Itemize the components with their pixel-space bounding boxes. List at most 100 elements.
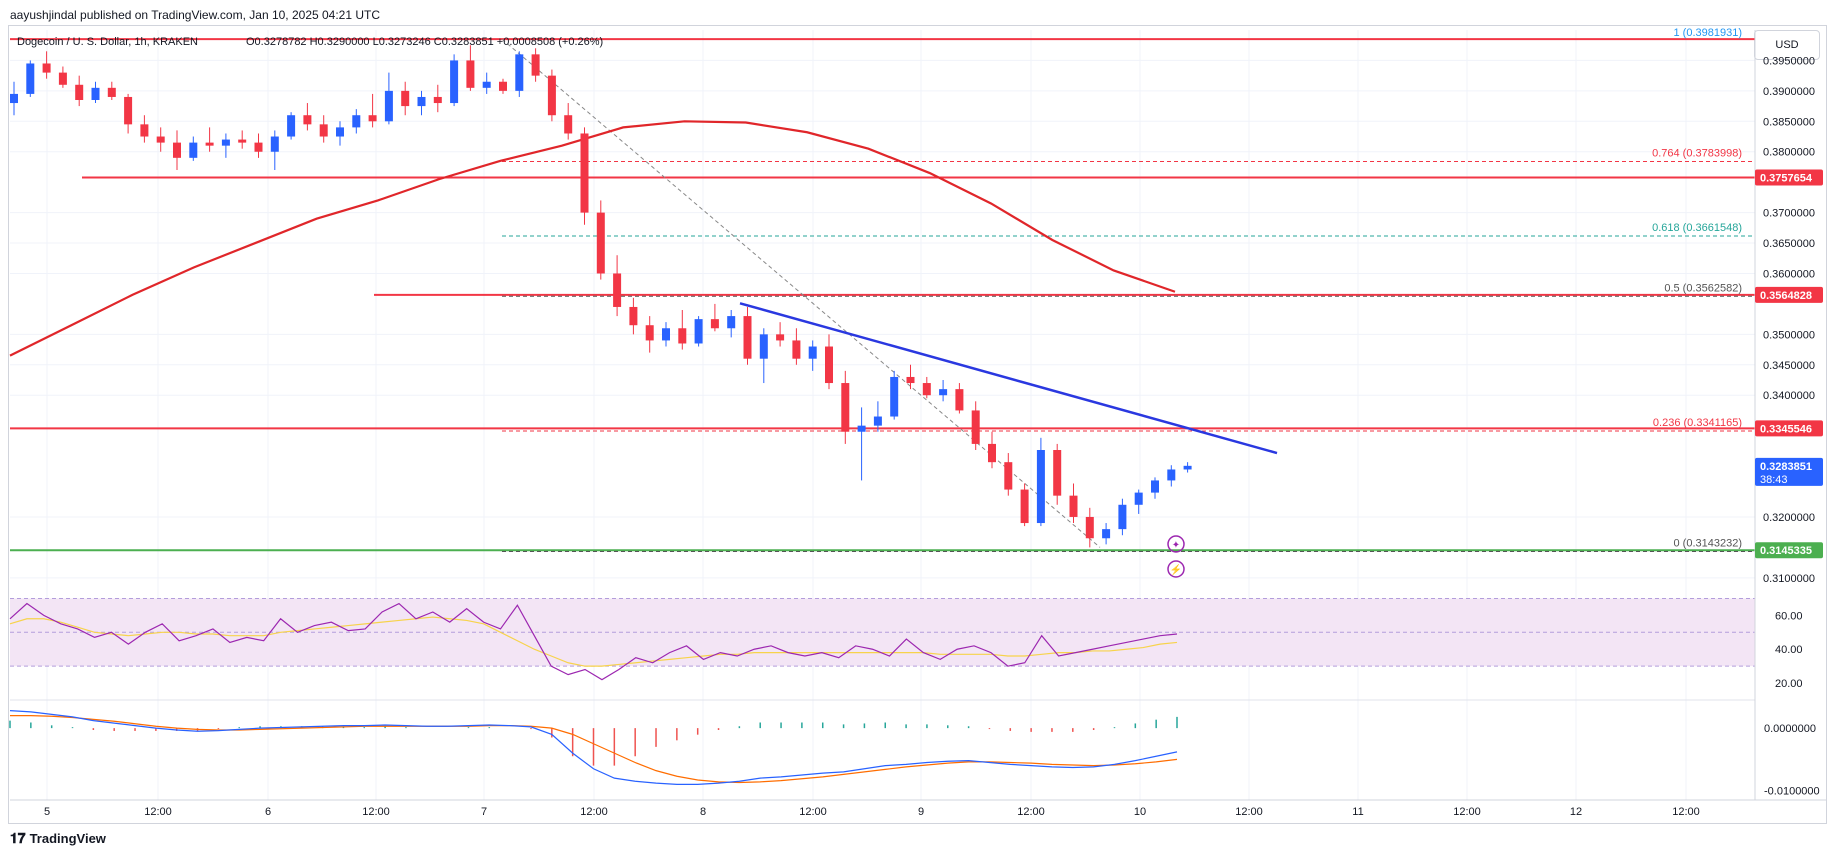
time-tick: 12:00: [1017, 806, 1045, 818]
candle-body: [91, 87, 100, 100]
candle-body: [270, 136, 279, 152]
candle-body: [254, 142, 263, 152]
candles: [10, 45, 1192, 548]
rsi-tick: 40.00: [1775, 644, 1803, 656]
candle-body: [1118, 504, 1127, 530]
time-tick: 12:00: [1672, 806, 1700, 818]
candle-body: [1020, 489, 1029, 524]
candle-body: [825, 346, 833, 384]
price-tick: 0.3800000: [1763, 147, 1815, 159]
time-tick: 12:00: [144, 806, 172, 818]
candle-body: [988, 443, 996, 463]
trendline[interactable]: [739, 302, 1278, 455]
fib-label: 0.5 (0.3562582): [1664, 282, 1742, 294]
candle-body: [58, 72, 67, 85]
time-tick: 8: [700, 806, 706, 818]
candle-body: [10, 93, 18, 104]
tradingview-brand[interactable]: 𝟏𝟕 TradingView: [10, 830, 106, 847]
candle-body: [808, 346, 817, 359]
candle-body: [499, 81, 507, 91]
time-tick: 9: [918, 806, 924, 818]
svg-text:⚡: ⚡: [1170, 563, 1182, 576]
symbol-title: Dogecoin / U. S. Dollar, 1h, KRAKEN: [17, 36, 198, 48]
candle-body: [759, 334, 768, 359]
candle-body: [678, 328, 687, 344]
candle-body: [173, 142, 181, 158]
candle-body: [743, 316, 752, 359]
chart-frame: [8, 25, 1827, 824]
sparkle-icon[interactable]: ✦: [1167, 535, 1185, 553]
candle-body: [613, 273, 622, 307]
price-tick: 0.3450000: [1763, 360, 1815, 372]
candle-body: [1134, 492, 1143, 505]
price-tick: 0.3200000: [1763, 512, 1815, 524]
fib-label: 0 (0.3143232): [1674, 538, 1743, 550]
candle-body: [450, 60, 459, 104]
candle-body: [319, 124, 328, 137]
time-tick: 12:00: [799, 806, 827, 818]
time-tick: 12:00: [1453, 806, 1481, 818]
candle-body: [156, 136, 165, 143]
candle-body: [221, 139, 230, 146]
candle-body: [368, 115, 377, 122]
svg-text:✦: ✦: [1172, 540, 1180, 551]
price-axis: 0.3950000 0.3900000 0.3850000 0.3800000 0.37…: [1754, 30, 1823, 800]
candle-body: [906, 376, 915, 384]
rsi-line: [9, 602, 1178, 681]
candle-body: [1004, 462, 1013, 490]
candle-body: [890, 376, 899, 417]
price-tag: 0.3564828: [1760, 290, 1812, 302]
time-tick: 12:00: [580, 806, 608, 818]
macd-pane: [9, 710, 1178, 785]
candle-body: [792, 340, 801, 359]
price-tick: 0.3900000: [1763, 86, 1815, 98]
candle-body: [645, 325, 654, 341]
candle-body: [75, 84, 84, 100]
ma-line: [9, 120, 1176, 357]
time-tick: 6: [265, 806, 271, 818]
currency-button[interactable]: USD: [1754, 30, 1820, 60]
brand-label: TradingView: [29, 831, 106, 846]
macd-tick: -0.0100000: [1764, 786, 1820, 798]
price-tag-box: [1755, 420, 1823, 437]
horizontal-levels: [10, 38, 1755, 552]
candle-body: [287, 115, 296, 137]
candle-body: [1167, 469, 1176, 481]
tradingview-logo-icon: 𝟏𝟕: [10, 830, 26, 846]
candle-body: [352, 115, 361, 128]
candle-body: [1036, 450, 1045, 524]
candle-body: [26, 63, 35, 94]
ohlc-header: O0.3278782 H0.3290000 L0.3273246 C0.3283…: [246, 36, 603, 48]
publisher-line: aayushjindal published on TradingView.co…: [10, 8, 381, 22]
candle-body: [466, 60, 475, 88]
candle-body: [205, 142, 214, 146]
fib-label: 0.236 (0.3341165): [1653, 417, 1742, 429]
fibonacci-levels: 1 (0.3981931) 0.764 (0.3783998) 0.618 (0.3…: [501, 27, 1755, 553]
lightning-icon[interactable]: ⚡: [1167, 560, 1185, 578]
candle-body: [336, 127, 344, 137]
macd-tick: 0.0000000: [1764, 723, 1816, 735]
time-tick: 11: [1352, 806, 1363, 818]
rsi-tick: 60.00: [1775, 610, 1803, 622]
candle-body: [873, 416, 882, 426]
candle-body: [1085, 516, 1094, 539]
candle-body: [531, 54, 540, 76]
price-tick: 0.3700000: [1763, 208, 1815, 220]
grid: [10, 30, 1755, 800]
candle-body: [238, 139, 247, 143]
macd-line: [9, 710, 1178, 785]
price-tick: 0.3500000: [1763, 329, 1815, 341]
candle-body: [564, 115, 573, 134]
candle-body: [939, 389, 948, 396]
candle-body: [629, 306, 638, 326]
candle-body: [433, 96, 442, 104]
candle-body: [776, 334, 785, 341]
candle-body: [124, 96, 133, 125]
candle-body: [1183, 465, 1192, 470]
candle-body: [857, 425, 866, 432]
time-tick: 12:00: [362, 806, 390, 818]
candle-body: [1053, 450, 1062, 496]
price-tag: 0.3757654: [1760, 173, 1813, 185]
candle-body: [384, 90, 393, 122]
